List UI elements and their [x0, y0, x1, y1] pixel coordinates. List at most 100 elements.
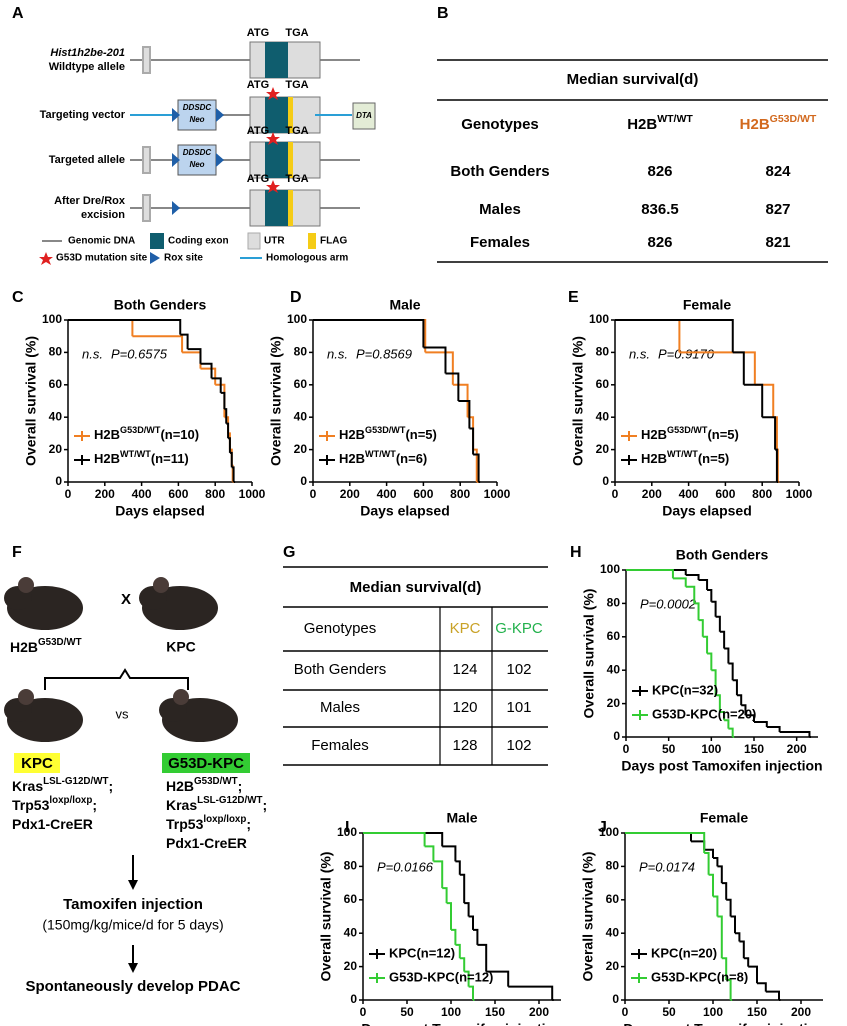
y-axis-label: Overall survival (%)	[23, 336, 39, 466]
survival-step	[473, 448, 478, 482]
protocol-detail: (150mg/kg/mice/d for 5 days)	[42, 917, 223, 933]
survival-step	[468, 985, 474, 1000]
x-tick-label: 800	[450, 487, 470, 501]
text-base: H2B	[166, 778, 194, 794]
y-tick-label: 0	[612, 992, 619, 1006]
survival-step	[68, 319, 182, 335]
protocol-step: Spontaneously develop PDAC	[25, 978, 240, 995]
table-header: KPC	[450, 620, 481, 637]
legend-text: G53D mutation site	[56, 253, 148, 264]
survival-step	[685, 585, 696, 604]
survival-step	[445, 372, 460, 401]
table-cell: 824	[765, 163, 791, 180]
x-tick-label: 1000	[786, 487, 813, 501]
y-tick-label: 100	[42, 312, 62, 326]
y-tick-label: 0	[613, 729, 620, 743]
x-tick-label: 200	[340, 487, 360, 501]
survival-step	[442, 845, 457, 862]
survival-step	[719, 630, 726, 649]
chart-title: Male	[389, 297, 420, 313]
genotype-line: Trp53loxp/loxp;	[12, 795, 97, 813]
survival-step	[694, 602, 700, 621]
survival-step	[765, 990, 780, 1000]
x-tick-label: 600	[715, 487, 735, 501]
y-tick-label: 60	[596, 377, 610, 391]
panel-label: D	[290, 289, 302, 306]
chart-title: Male	[446, 810, 477, 826]
survival-step	[459, 873, 466, 904]
survival-step	[455, 860, 461, 875]
y-tick-label: 80	[607, 596, 621, 610]
table-cell: 128	[452, 737, 477, 754]
superscript: G53D/WT	[120, 425, 161, 435]
text-tail: (n=5)	[405, 427, 436, 442]
survival-step	[766, 725, 781, 732]
chart-title: Both Genders	[676, 547, 769, 563]
mouse-illustrations	[4, 577, 250, 973]
survival-step	[424, 845, 435, 862]
superscript: G53D/WT	[38, 637, 82, 648]
x-tick-label: 200	[529, 1005, 549, 1019]
survival-step	[433, 860, 444, 889]
survival-step	[757, 982, 767, 992]
superscript: WT/WT	[120, 449, 151, 459]
y-tick-label: 60	[49, 377, 63, 391]
annotation: n.s.	[82, 346, 103, 361]
survival-step	[679, 351, 756, 385]
y-tick-label: 0	[300, 474, 307, 488]
y-tick-label: 0	[602, 474, 609, 488]
x-tick-label: 800	[752, 487, 772, 501]
annotation: P=0.0002	[640, 596, 697, 611]
survival-step	[200, 362, 213, 379]
cross-parent: KPC	[166, 639, 196, 655]
group-name: KPC	[21, 755, 53, 772]
x-tick-label: 0	[65, 487, 72, 501]
table-cell: 120	[452, 699, 477, 716]
survival-step	[458, 400, 471, 429]
survival-step	[468, 915, 474, 930]
y-axis-label: Overall survival (%)	[268, 336, 284, 466]
annotation: P=0.0174	[639, 859, 695, 874]
survival-step	[715, 615, 721, 632]
survival-step	[229, 451, 233, 468]
x-tick-label: 600	[413, 487, 433, 501]
survival-step	[224, 408, 228, 424]
text-tail: (n=11)	[151, 451, 189, 466]
survival-step	[182, 351, 202, 369]
table-title: Median survival(d)	[567, 71, 699, 88]
survival-step	[711, 600, 717, 617]
table-header: H2BG53D/WT	[740, 113, 817, 133]
panel-label: F	[12, 544, 22, 561]
survival-step	[732, 351, 745, 385]
neo-label: DDSDC	[183, 103, 212, 112]
survival-step	[698, 619, 704, 637]
legend-label: H2BWT/WT(n=5)	[641, 449, 729, 466]
survival-step	[615, 319, 734, 353]
y-tick-label: 80	[294, 345, 308, 359]
superscript: G53D/WT	[194, 776, 238, 787]
table-cell: 101	[506, 699, 531, 716]
x-tick-label: 400	[132, 487, 152, 501]
survival-step	[713, 857, 719, 867]
survival-step	[717, 865, 723, 884]
table-cell: 821	[765, 234, 790, 251]
panel-label: C	[12, 289, 24, 306]
text-tail: ;	[108, 778, 113, 794]
superscript: WT/WT	[657, 113, 693, 125]
y-tick-label: 100	[589, 312, 609, 326]
table-cell: 124	[452, 661, 477, 678]
superscript: loxp/loxp	[49, 795, 92, 806]
x-tick-label: 150	[485, 1005, 505, 1019]
annotation: P=0.0166	[377, 859, 434, 874]
superscript: G53D/WT	[667, 425, 708, 435]
tga-label: TGA	[285, 173, 308, 185]
chart-title: Female	[683, 297, 731, 313]
table-header: Genotypes	[461, 116, 539, 133]
survival-step	[708, 873, 714, 897]
survival-step	[732, 679, 738, 696]
text-tail: (n=5)	[707, 427, 738, 442]
survival-step	[754, 383, 775, 418]
panel-label: B	[437, 5, 449, 22]
legend-label: G53D-KPC(n=20)	[652, 706, 756, 721]
